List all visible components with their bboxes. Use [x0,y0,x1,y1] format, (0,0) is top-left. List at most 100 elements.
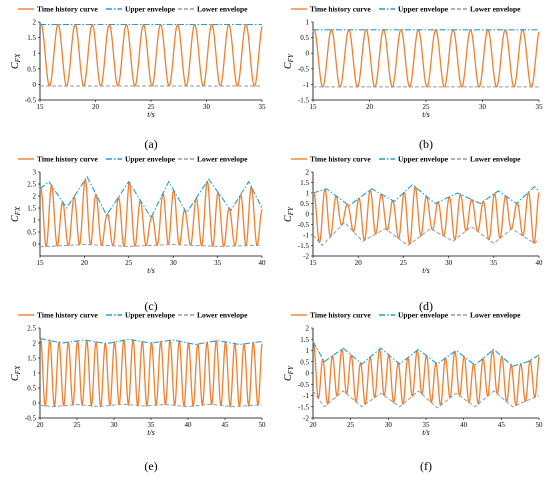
x-tick-label: 25 [347,421,355,429]
y-tick-label: 0.5 [27,229,36,237]
series-lower-envelope [39,243,263,248]
x-axis-label: t/s [147,266,155,275]
y-tick-label: 0 [306,211,310,219]
y-tick-label: 1.5 [300,336,309,344]
x-tick-label: 30 [111,421,119,429]
x-tick-label: 30 [479,103,487,111]
chart-panel-c: 0 0.5 1 1.5 2 2.5 3 15 20 25 30 35 40 t/s CFX Time hist… [10,155,266,314]
x-tick-label: 25 [125,259,133,267]
y-tick-label: 1.5 [300,179,309,187]
y-tick-label: 1 [306,190,310,198]
legend-upper-envelope-label: Upper envelope [398,155,449,164]
x-tick-label: 20 [92,103,100,111]
series-upper-envelope [312,183,540,207]
x-tick-label: 30 [445,259,453,267]
y-tick-label: 1 [33,217,37,225]
x-tick-label: 15 [310,103,318,111]
series-lower-envelope [312,390,540,409]
x-tick-label: 35 [490,259,498,267]
y-tick-label: -0.5 [25,97,37,105]
legend-lower-envelope-label: Lower envelope [197,155,248,164]
chart-panel-d: -2 -1.5 -1 -0.5 0 0.5 1 1.5 2 15 20 25 30 35 40 t/s CFY T… [283,155,543,314]
y-tick-label: 0.5 [300,358,309,366]
y-tick-label: 2 [306,169,310,177]
x-tick-label: 20 [81,259,89,267]
y-tick-label: 3 [33,169,37,177]
legend-upper-envelope-label: Upper envelope [125,155,176,164]
y-axis-label: CFX [10,53,22,69]
x-tick-label: 15 [37,259,45,267]
chart-panel-f: -2 -1.5 -1 -0.5 0 0.5 1 1.5 2 20 25 30 35 40 45 50 t/s CF… [283,311,543,474]
x-tick-label: 35 [148,421,156,429]
y-tick-label: 0.5 [27,65,36,73]
legend-upper-envelope-label: Upper envelope [398,5,449,14]
legend-upper-envelope-label: Upper envelope [125,311,176,320]
x-axis-label: t/s [422,110,430,119]
series-time-history-curve [39,179,263,248]
y-tick-label: 2 [33,340,37,348]
legend-time-history-label: Time history curve [310,155,371,164]
x-axis-label: t/s [147,428,155,437]
y-axis-label: CFX [10,206,22,222]
series-upper-envelope [312,341,540,367]
x-tick-label: 25 [148,103,156,111]
legend-lower-envelope-label: Lower envelope [470,155,521,164]
x-tick-label: 40 [259,259,267,267]
x-tick-label: 40 [536,259,544,267]
chart-panel-e: -0.5 0 0.5 1 1.5 2 2.5 20 25 30 35 40 45 50 t/s CFX Time… [10,311,266,474]
y-tick-label: 0 [33,81,37,89]
x-tick-label: 20 [37,421,45,429]
x-tick-label: 35 [259,103,267,111]
y-tick-label: 0.5 [300,34,309,42]
series-time-history-curve [312,186,540,246]
x-tick-label: 25 [74,421,82,429]
chart-panel-b: -1.5 -1 -0.5 0 0.5 1 15 20 25 30 35 t/s CFY Time hist… [283,5,543,152]
x-tick-label: 15 [37,103,45,111]
series-upper-envelope [39,337,263,346]
y-tick-label: 1.5 [27,355,36,363]
x-tick-label: 35 [214,259,222,267]
legend-lower-envelope-label: Lower envelope [197,311,248,320]
y-tick-label: -1.5 [298,97,310,105]
y-tick-label: 0.5 [27,385,36,393]
y-tick-label: 2.5 [27,325,36,333]
legend-lower-envelope-label: Lower envelope [197,5,248,14]
y-tick-label: 0 [33,241,37,249]
x-tick-label: 20 [366,103,374,111]
y-axis-label: CFY [283,53,295,69]
legend-time-history-label: Time history curve [37,5,98,14]
panel-caption: (d) [419,299,433,313]
x-tick-label: 30 [170,259,178,267]
x-tick-label: 50 [259,421,267,429]
y-axis-label: CFY [283,206,295,222]
x-tick-label: 40 [460,421,468,429]
y-tick-label: -2 [303,415,309,423]
series-time-history-curve [312,341,540,407]
x-tick-label: 25 [423,103,431,111]
y-tick-label: -1 [303,81,309,89]
y-tick-label: 0 [306,50,310,58]
legend-lower-envelope-label: Lower envelope [470,5,521,14]
series-time-history-curve [39,23,263,87]
y-tick-label: -2 [303,253,309,261]
y-tick-label: 2 [306,325,310,333]
series-lower-envelope [312,221,540,247]
x-tick-label: 40 [185,421,193,429]
x-tick-label: 25 [400,259,408,267]
y-tick-label: -1.5 [298,403,310,411]
panel-caption: (f) [420,459,432,473]
series-upper-envelope [39,175,263,219]
y-tick-label: 1 [306,347,310,355]
x-tick-label: 50 [536,421,544,429]
legend-time-history-label: Time history curve [310,311,371,320]
series-time-history-curve [312,29,540,88]
x-tick-label: 20 [355,259,363,267]
panel-caption: (b) [419,137,433,151]
legend-time-history-label: Time history curve [37,311,98,320]
y-tick-label: 0.5 [300,200,309,208]
y-tick-label: 0 [33,400,37,408]
x-tick-label: 45 [222,421,230,429]
y-tick-label: -1.5 [298,242,310,250]
series-time-history-curve [39,337,263,408]
